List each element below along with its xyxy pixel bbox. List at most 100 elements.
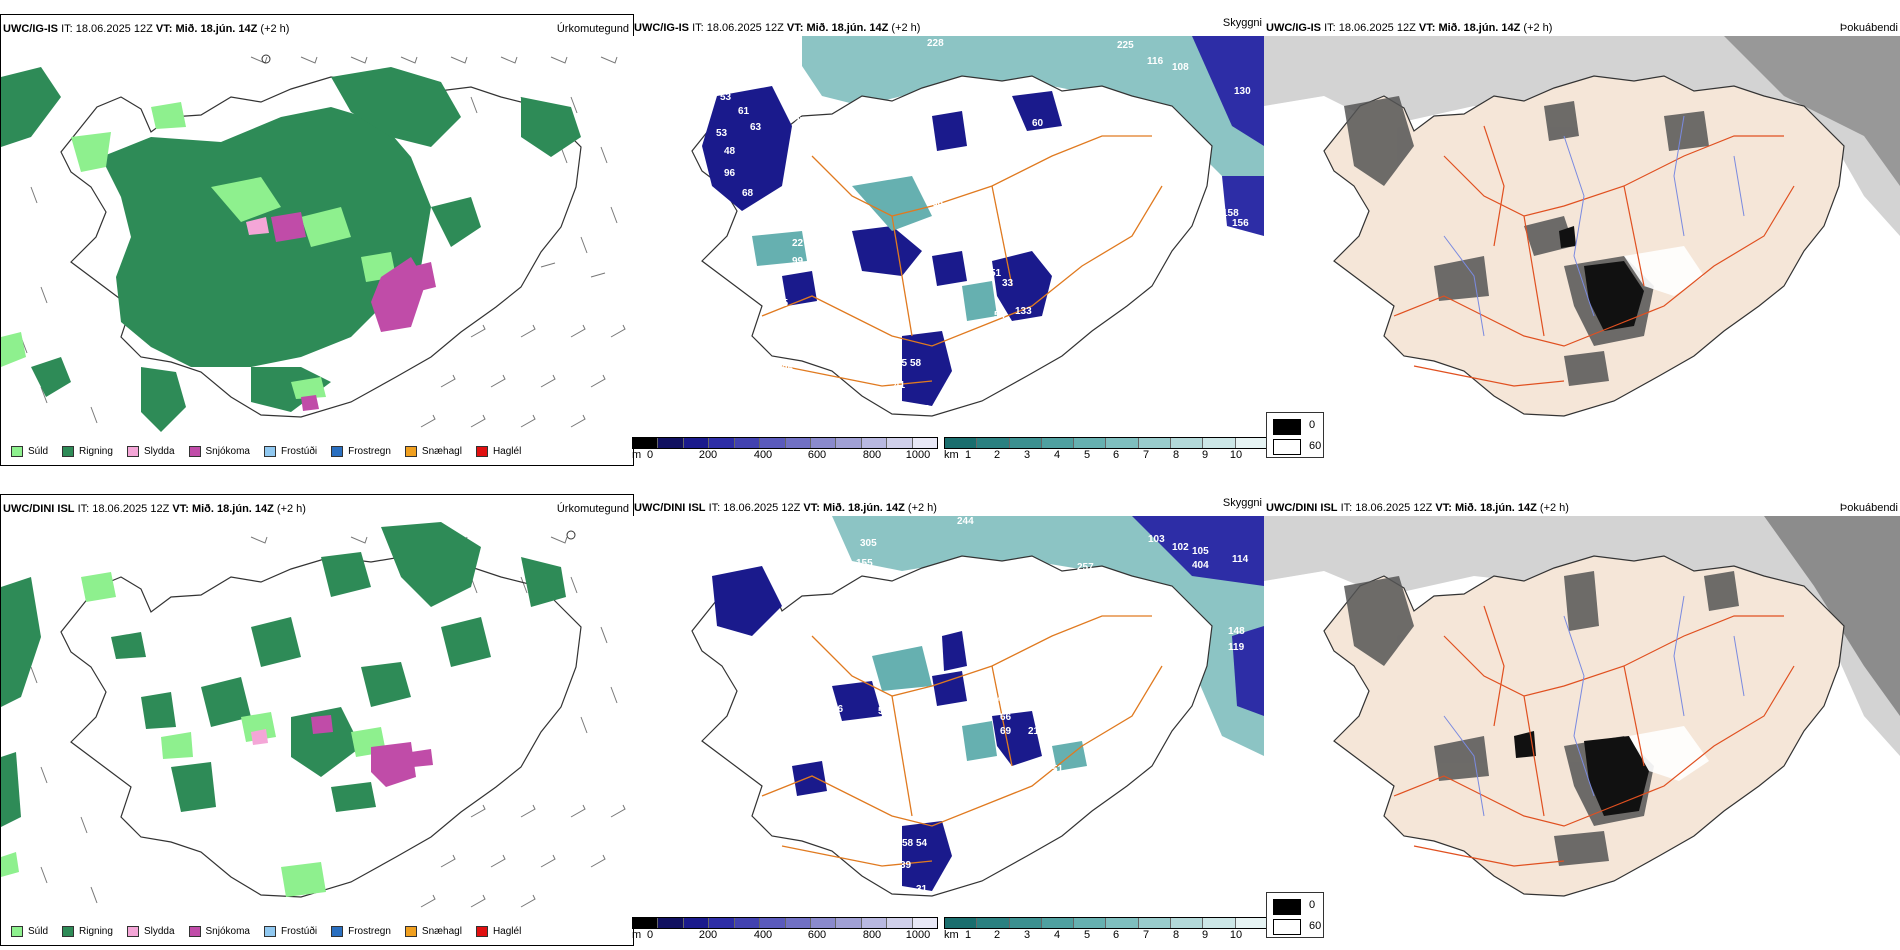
svg-text:41: 41 [894,380,906,391]
visibility-tick: 1 [964,449,972,461]
ceiling-tick: 400 [753,449,773,461]
legend-swatch [404,925,417,937]
visibility-tick: 3 [1023,929,1031,941]
svg-text:244: 244 [957,516,974,527]
svg-text:102: 102 [1172,542,1189,553]
fog-legend-swatch [1273,899,1301,915]
ceiling-unit: m [632,449,642,461]
legend-swatch [11,445,23,457]
svg-text:99: 99 [792,256,804,267]
legend-swatch [331,925,344,937]
fog-legend-swatch [1273,919,1301,935]
colorbar-cell [861,438,888,448]
colorbar-cell [1138,438,1172,448]
svg-text:52: 52 [1057,132,1069,143]
precip-panel-label-row2: Úrkomutegund [556,503,629,515]
legend-swatch [126,445,139,457]
colorbar-cell [785,918,811,928]
colorbar-cell [836,438,862,448]
colorbar-cell [709,438,735,448]
svg-text:55: 55 [727,563,739,574]
svg-text:63: 63 [750,122,762,133]
ceiling-tick: 200 [698,449,718,461]
fog-legend-label: 60 [1309,440,1322,452]
svg-text:62: 62 [810,230,822,241]
ceiling-tick: 600 [807,929,827,941]
visibility-unit: km [944,449,959,461]
fog-panel-row2: UWC/DINI ISL IT: 18.06.2025 12Z VT: Mið.… [1264,494,1900,944]
precip-title-row1: UWC/IG-IS IT: 18.06.2025 12Z VT: Mið. 18… [3,23,290,35]
colorbar-cell [1009,918,1042,928]
svg-text:66: 66 [932,198,944,209]
svg-text:108: 108 [1172,62,1189,73]
svg-text:109: 109 [1052,598,1069,609]
svg-text:75: 75 [810,256,822,267]
ceiling-tick: 800 [862,449,882,461]
legend-item-frostregn: Frostregn [331,925,391,937]
ceiling-tick: 0 [646,929,654,941]
visibility-tick: 6 [1112,449,1120,461]
ceiling-tick: 600 [807,449,827,461]
fog-legend-swatch [1273,439,1301,455]
precip-panel-label-row1: Úrkomutegund [556,23,629,35]
legend-swatch [475,925,488,937]
svg-text:105: 105 [1192,546,1209,557]
ceiling-tick: 800 [862,929,882,941]
svg-text:69: 69 [1000,726,1012,737]
visibility-tick: 9 [1201,929,1209,941]
svg-text:158: 158 [1222,208,1239,219]
colorbar-cell [836,918,862,928]
svg-text:33: 33 [890,878,902,889]
ceiling-tick: 1000 [905,929,931,941]
colorbar-cell [785,438,811,448]
svg-text:33: 33 [1002,278,1014,289]
svg-text:59: 59 [1037,132,1049,143]
legend-swatch [475,445,488,457]
legend-item-frostregn: Frostregn [331,445,391,457]
ceiling-unit: m [632,929,642,941]
cloud-title-row1: UWC/IG-IS IT: 18.06.2025 12Z VT: Mið. 18… [634,22,921,34]
colorbar-cell [1074,918,1107,928]
svg-text:185: 185 [912,318,929,329]
svg-text:46: 46 [832,704,844,715]
svg-text:223: 223 [912,730,929,741]
svg-text:257: 257 [1077,562,1094,573]
visibility-tick: 2 [993,449,1001,461]
legend-swatch [188,445,201,457]
svg-text:116: 116 [1147,56,1164,67]
cloud-panel-row2: UWC/DINI ISL IT: 18.06.2025 12Z VT: Mið.… [632,494,1264,944]
colorbar-cell [683,438,710,448]
ceiling-colorbar-cells [632,437,938,449]
legend-item-frostudi: Frostúði [263,925,317,937]
cloud-panel-label-row2: Skyggni [1222,497,1262,509]
fog-map-row1 [1264,36,1900,446]
legend-swatch [263,445,276,457]
colorbar-cell [633,438,659,448]
legend-item-hagel: Haglél [475,925,521,937]
svg-text:31: 31 [916,884,928,895]
svg-text:114: 114 [1232,554,1249,565]
visibility-colorbar-cells [944,437,1268,449]
fog-panel-label-row2: Þokuábendi [1839,502,1898,514]
legend-swatch [126,925,139,937]
legend-item-rigning: Rigning [62,925,113,937]
visibility-colorbar-row1: km 1 2 3 4 5 6 7 8 9 10 [944,437,1268,463]
svg-text:35: 35 [782,364,794,375]
fog-title-row2: UWC/DINI ISL IT: 18.06.2025 12Z VT: Mið.… [1266,502,1569,514]
legend-item-sudl: Súld [11,445,48,457]
svg-text:228: 228 [927,38,944,49]
fog-panel-row1: UWC/IG-IS IT: 18.06.2025 12Z VT: Mið. 18… [1264,14,1900,464]
svg-text:39: 39 [900,860,912,871]
colorbar-cell [1009,438,1042,448]
legend-item-snaehagl: Snæhagl [404,925,462,937]
visibility-tick: 2 [993,929,1001,941]
legend-item-slydda: Slydda [126,925,175,937]
fog-legend-label: 0 [1309,899,1316,911]
legend-swatch [331,445,344,457]
colorbar-cell [945,438,978,448]
svg-text:85: 85 [732,548,744,559]
precip-title-row2: UWC/DINI ISL IT: 18.06.2025 12Z VT: Mið.… [3,503,306,515]
svg-text:47: 47 [1052,338,1064,349]
ceiling-tick: 200 [698,929,718,941]
precip-panel-row2: UWC/DINI ISL IT: 18.06.2025 12Z VT: Mið.… [0,494,634,946]
